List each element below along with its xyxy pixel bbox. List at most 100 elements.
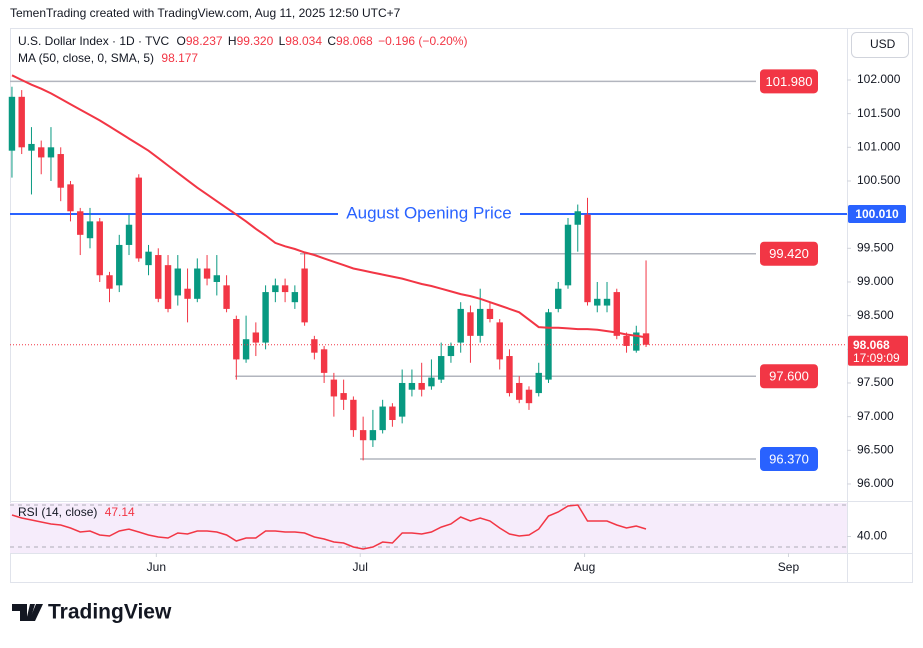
candle-body [135,177,142,259]
ohlc-label: O [177,34,186,48]
ma-value: 98.177 [161,51,198,65]
candle-body [184,288,191,299]
candle-body [155,255,162,299]
opening-axis-label: 100.010 [855,207,899,221]
candle-body [311,339,318,353]
y-tick-label: 99.000 [857,274,894,288]
candle-body [408,382,416,390]
candle-body [96,221,103,276]
countdown: 17:09:09 [853,351,900,365]
candle-body [369,430,377,441]
candle-body [262,292,269,343]
candle-body [437,356,445,380]
frame [10,28,913,583]
y-tick-label: 101.500 [857,106,901,120]
x-tick-label: Jun [147,560,166,574]
candle-body [633,332,640,351]
level-label: 99.420 [769,246,809,261]
change: −0.196 (−0.20%) [378,34,467,48]
opening-text: August Opening Price [346,203,511,222]
candle-body [613,292,620,336]
y-tick-label: 97.000 [857,409,894,423]
candle-body [496,322,503,360]
candle-body [594,298,601,306]
candle-body [8,96,16,151]
candle-body [203,268,211,279]
candle-body [18,96,25,148]
level-box [760,241,818,266]
candle-body [145,251,152,266]
candle-body [477,308,484,336]
y-tick-label: 98.500 [857,308,894,322]
candle-body [57,154,64,188]
candle-body [164,265,172,309]
candle-body [86,221,94,239]
brand-logo [12,604,43,621]
candle-body [379,406,386,431]
candle-body [291,292,299,303]
candle-body [457,308,464,343]
brand: TradingView [48,601,172,624]
rsi-tick-label: 40.00 [857,529,887,543]
y-tick-label: 99.500 [857,240,894,254]
candle-body [535,372,542,394]
candle-body [359,430,367,441]
ohlc-value: 99.320 [237,34,274,48]
current-price-box [848,335,908,366]
ma-line [11,74,647,339]
candle-body [223,285,230,309]
level-label: 96.370 [769,451,809,466]
candle-body [350,399,357,431]
candle-body [67,184,74,212]
ohlc-label: L [279,34,286,48]
candle-body [301,268,308,323]
candle-body [555,288,562,309]
y-tick-label: 97.500 [857,375,894,389]
opening-axis-box [848,204,906,223]
marks: 96.00096.50097.00097.50098.00098.50099.0… [8,69,908,574]
candle-body [574,211,581,225]
x-tick-label: Sep [778,560,800,574]
ohlc-value: 98.237 [186,34,223,48]
opening-text-bg [338,203,520,224]
candle-body [272,285,279,293]
level-label: 97.600 [769,369,809,384]
candle-body [320,349,328,373]
ohlc-value: 98.068 [336,34,373,48]
rsi-background [10,503,847,553]
candle-body [233,319,240,360]
candle-body [525,389,533,404]
candle-body [47,147,55,158]
candle-body [38,147,45,158]
level-box [760,447,818,472]
rsi-value: 47.14 [105,505,135,519]
logo-icon [12,604,35,621]
candle-body [603,298,611,306]
candle-body [418,382,425,390]
currency[interactable]: USD [870,37,896,51]
candle-body [77,211,84,235]
candle-body [213,275,221,282]
candle-body [340,393,347,400]
candle-body [106,275,113,289]
candle-body [506,356,513,394]
logo-icon-part [29,604,43,621]
candle-body [428,377,435,387]
candle-body [545,312,552,380]
y-tick-label: 100.500 [857,173,901,187]
y-tick-label: 102.000 [857,72,901,86]
rsi-label: RSI (14, close) [18,505,97,519]
level-box [760,69,818,94]
candle-body [116,244,123,286]
candle-body [516,382,523,400]
currency-button[interactable] [851,32,909,58]
y-tick-label: 96.000 [857,476,894,490]
y-tick-label: 101.000 [857,139,901,153]
legend-main: U.S. Dollar Index · 1D · TVC O98.237 H99… [18,34,467,48]
ma-label: MA (50, close, 0, SMA, 5) [18,51,154,65]
y-tick-label: 96.500 [857,442,894,456]
legend-ma: MA (50, close, 0, SMA, 5) 98.177 [18,51,198,65]
candle-body [125,224,133,245]
